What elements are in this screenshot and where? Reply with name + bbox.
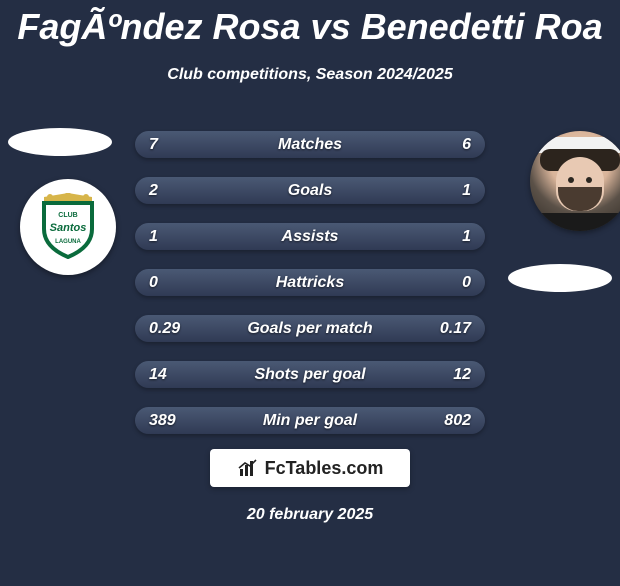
stat-row: 1 Assists 1 [135, 223, 485, 250]
svg-text:CLUB: CLUB [58, 212, 77, 219]
stat-right-value: 802 [444, 407, 471, 434]
stats-container: 7 Matches 6 2 Goals 1 1 Assists 1 0 Hatt… [135, 131, 485, 453]
stat-label: Hattricks [135, 269, 485, 296]
stat-right-value: 6 [462, 131, 471, 158]
svg-text:Santos: Santos [50, 222, 87, 234]
page-subtitle: Club competitions, Season 2024/2025 [0, 66, 620, 84]
stat-row: 0.29 Goals per match 0.17 [135, 315, 485, 342]
eye-left-shape [568, 177, 574, 183]
logo-text: FcTables.com [265, 458, 384, 479]
shield-icon: CLUB Santos LAGUNA [38, 193, 98, 259]
player-photo-right [530, 131, 620, 231]
stat-label: Assists [135, 223, 485, 250]
stat-label: Goals per match [135, 315, 485, 342]
club-crest-left: CLUB Santos LAGUNA [20, 179, 116, 275]
footer-date: 20 february 2025 [0, 506, 620, 524]
decorative-ellipse-right [508, 264, 612, 292]
eye-right-shape [586, 177, 592, 183]
bars-icon [237, 457, 259, 479]
stat-label: Min per goal [135, 407, 485, 434]
stat-row: 389 Min per goal 802 [135, 407, 485, 434]
stat-label: Matches [135, 131, 485, 158]
site-logo: FcTables.com [210, 449, 410, 487]
stat-label: Shots per goal [135, 361, 485, 388]
stat-label: Goals [135, 177, 485, 204]
stat-right-value: 0 [462, 269, 471, 296]
jersey-shape [530, 213, 620, 231]
stat-row: 2 Goals 1 [135, 177, 485, 204]
svg-text:LAGUNA: LAGUNA [55, 239, 81, 245]
decorative-ellipse-left [8, 128, 112, 156]
stat-right-value: 12 [453, 361, 471, 388]
stat-right-value: 1 [462, 223, 471, 250]
stat-row: 0 Hattricks 0 [135, 269, 485, 296]
stat-row: 14 Shots per goal 12 [135, 361, 485, 388]
stat-right-value: 0.17 [440, 315, 471, 342]
stat-row: 7 Matches 6 [135, 131, 485, 158]
page-title: FagÃºndez Rosa vs Benedetti Roa [0, 6, 620, 48]
stat-right-value: 1 [462, 177, 471, 204]
